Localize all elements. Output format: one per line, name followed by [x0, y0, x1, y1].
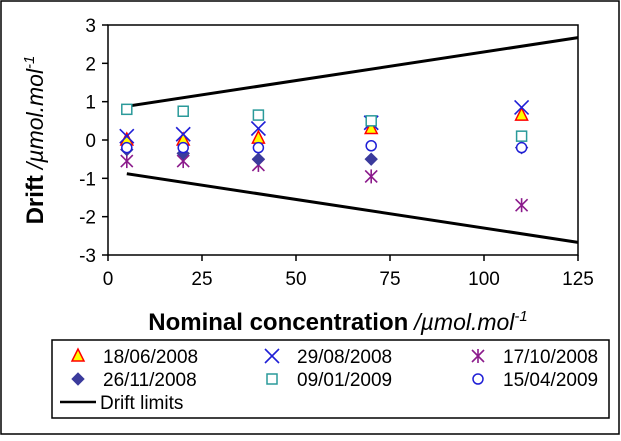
series-layer [119, 36, 579, 244]
marker-stroke [175, 126, 191, 142]
data-point [515, 130, 528, 142]
data-point [365, 115, 377, 127]
data-point [514, 99, 530, 115]
data-point [515, 198, 529, 213]
data-point [121, 103, 133, 116]
drift-limit-line [126, 172, 579, 244]
marker-stroke [119, 128, 135, 144]
x-tick-label: 50 [285, 269, 306, 290]
data-point [365, 140, 377, 152]
y-tick-label: -3 [79, 246, 96, 267]
legend-swatch [71, 372, 85, 386]
data-point [364, 169, 378, 184]
data-point [175, 126, 191, 142]
data-point [177, 141, 189, 154]
data-point [364, 152, 378, 166]
legend-label: 18/06/2008 [103, 347, 198, 368]
data-point [119, 128, 135, 144]
data-point [515, 141, 528, 154]
marker-stroke [514, 99, 530, 115]
drift-limit-line [126, 36, 579, 108]
marker-stroke [264, 348, 280, 364]
y-tick-label: 3 [85, 16, 96, 37]
legend-label: 17/10/2008 [503, 347, 598, 368]
legend-swatch [471, 349, 485, 363]
y-tick-label: 0 [85, 131, 96, 152]
data-point [252, 141, 265, 154]
data-point [363, 119, 379, 135]
y-axis-title: Drift/µmol.mol-1 [21, 56, 49, 225]
legend-label: 15/04/2009 [503, 370, 598, 391]
x-tick-label: 0 [103, 269, 114, 290]
legend-label: 09/01/2009 [297, 370, 392, 391]
data-point [514, 106, 529, 121]
legend-label: 29/08/2008 [297, 347, 392, 368]
legend-swatch [472, 373, 484, 385]
data-point [121, 141, 133, 154]
marker-stroke [250, 120, 266, 137]
data-point [251, 152, 266, 166]
legend: 18/06/2008 29/08/2008 17/10/2008 26/11/2008… [60, 347, 598, 414]
legend-swatch [70, 347, 86, 362]
legend-swatch [266, 373, 278, 385]
y-tick-label: 2 [85, 54, 96, 75]
legend-label: 26/11/2008 [103, 370, 197, 391]
data-point [177, 105, 189, 117]
x-axis-title: Nominal concentration/µmol.mol-1 [148, 308, 528, 336]
legend-swatch [264, 348, 280, 364]
axis-ticks: 3 2 1 0 -1 -2 -3 0 25 50 75 100 125 [79, 16, 594, 290]
y-tick-label: 1 [85, 93, 96, 114]
y-tick-label: -1 [79, 169, 96, 190]
data-point [120, 154, 134, 169]
x-tick-label: 125 [562, 269, 594, 290]
data-point [252, 109, 265, 121]
legend-box [51, 339, 610, 419]
x-tick-label: 75 [379, 269, 400, 290]
data-point [250, 120, 266, 137]
x-tick-label: 100 [468, 269, 500, 290]
y-tick-label: -2 [79, 208, 96, 229]
legend-label: Drift limits [100, 393, 183, 414]
x-tick-label: 25 [191, 269, 212, 290]
